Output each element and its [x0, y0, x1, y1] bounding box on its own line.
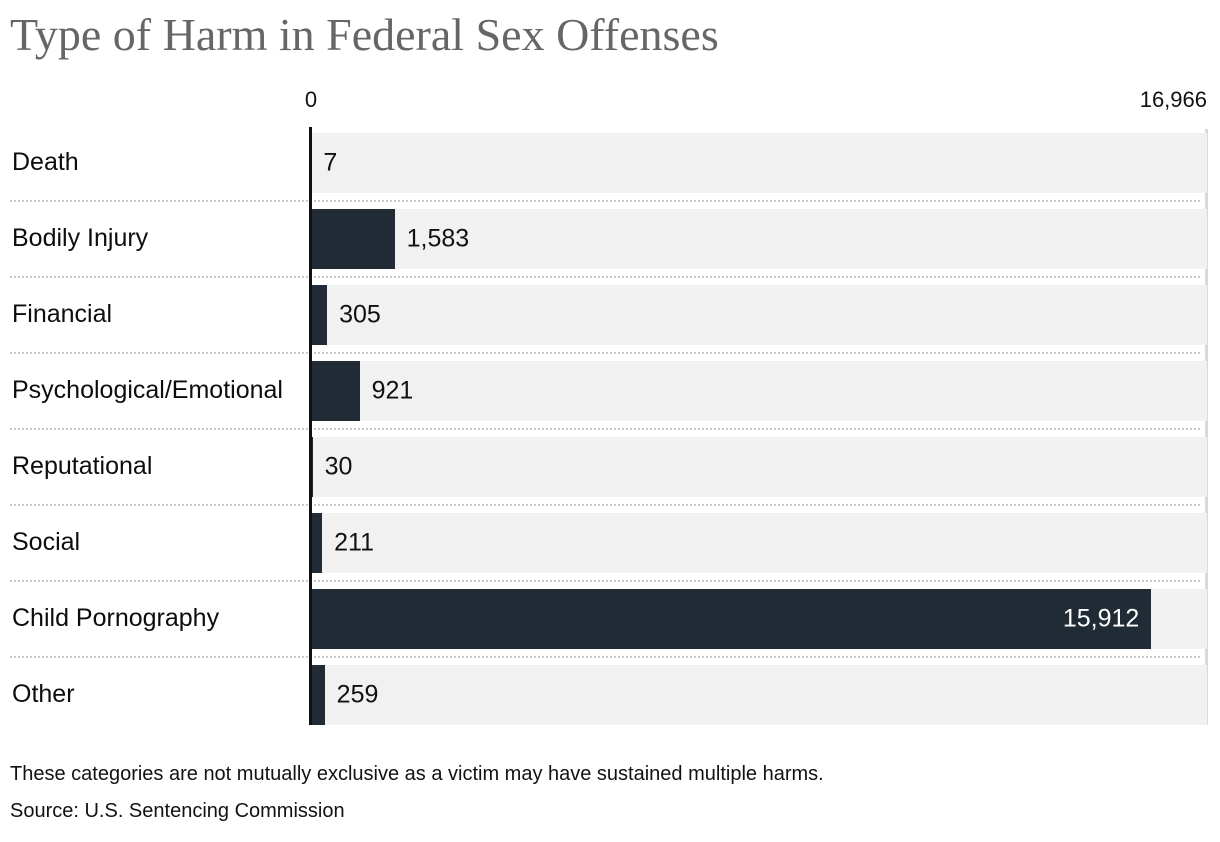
bar-track-area: 921	[311, 353, 1207, 429]
chart-page: { "chart_data": { "type": "bar", "orient…	[0, 10, 1220, 842]
value-label: 211	[334, 528, 374, 557]
bar-track: 305	[311, 285, 1207, 345]
x-axis: 0 16,966	[0, 87, 1220, 113]
bar-track-area: 211	[311, 505, 1207, 581]
bar-track: 7	[311, 133, 1207, 193]
category-label: Death	[0, 125, 311, 201]
chart-title: Type of Harm in Federal Sex Offenses	[10, 10, 1220, 61]
chart-row: Financial 305	[0, 277, 1220, 353]
chart-row: Reputational 30	[0, 429, 1220, 505]
bar-track-area: 30	[311, 429, 1207, 505]
chart-row: Other 259	[0, 657, 1220, 733]
chart-row: Death 7	[0, 125, 1220, 201]
chart-row: Social 211	[0, 505, 1220, 581]
category-label: Financial	[0, 277, 311, 353]
value-label: 921	[372, 376, 414, 405]
chart-row: Child Pornography 15,912	[0, 581, 1220, 657]
chart-source: Source: U.S. Sentencing Commission	[10, 800, 1220, 823]
category-label: Social	[0, 505, 311, 581]
x-axis-min-label: 0	[305, 87, 317, 113]
bar	[311, 209, 395, 269]
category-label: Bodily Injury	[0, 201, 311, 277]
plot-area: Death 7 Bodily Injury 1,583 Financial 305 Psyc…	[0, 125, 1220, 733]
bar-track: 1,583	[311, 209, 1207, 269]
bar-track-area: 1,583	[311, 201, 1207, 277]
category-label: Psychological/Emotional	[0, 353, 311, 429]
chart-row: Psychological/Emotional 921	[0, 353, 1220, 429]
value-label: 7	[323, 148, 337, 177]
bar	[311, 665, 325, 725]
bar-track: 15,912	[311, 589, 1207, 649]
bar: 15,912	[311, 589, 1151, 649]
bar-track: 211	[311, 513, 1207, 573]
value-label: 15,912	[1063, 604, 1139, 633]
bar-track-area: 259	[311, 657, 1207, 733]
chart-note: These categories are not mutually exclus…	[10, 763, 1220, 786]
bar-track-area: 305	[311, 277, 1207, 353]
x-axis-max-label: 16,966	[1140, 87, 1207, 113]
category-label: Other	[0, 657, 311, 733]
bar	[311, 513, 322, 573]
value-label: 305	[339, 300, 381, 329]
y-axis-line	[309, 127, 312, 725]
bar	[311, 361, 360, 421]
value-label: 30	[325, 452, 353, 481]
bar-track: 259	[311, 665, 1207, 725]
bar-rows: Death 7 Bodily Injury 1,583 Financial 305 Psyc…	[0, 125, 1220, 733]
bar-track-area: 7	[311, 125, 1207, 201]
bar-track-area: 15,912	[311, 581, 1207, 657]
category-label: Reputational	[0, 429, 311, 505]
category-label: Child Pornography	[0, 581, 311, 657]
bar	[311, 285, 327, 345]
value-label: 1,583	[407, 224, 470, 253]
bar-track: 30	[311, 437, 1207, 497]
bar-track: 921	[311, 361, 1207, 421]
chart-row: Bodily Injury 1,583	[0, 201, 1220, 277]
value-label: 259	[337, 680, 379, 709]
